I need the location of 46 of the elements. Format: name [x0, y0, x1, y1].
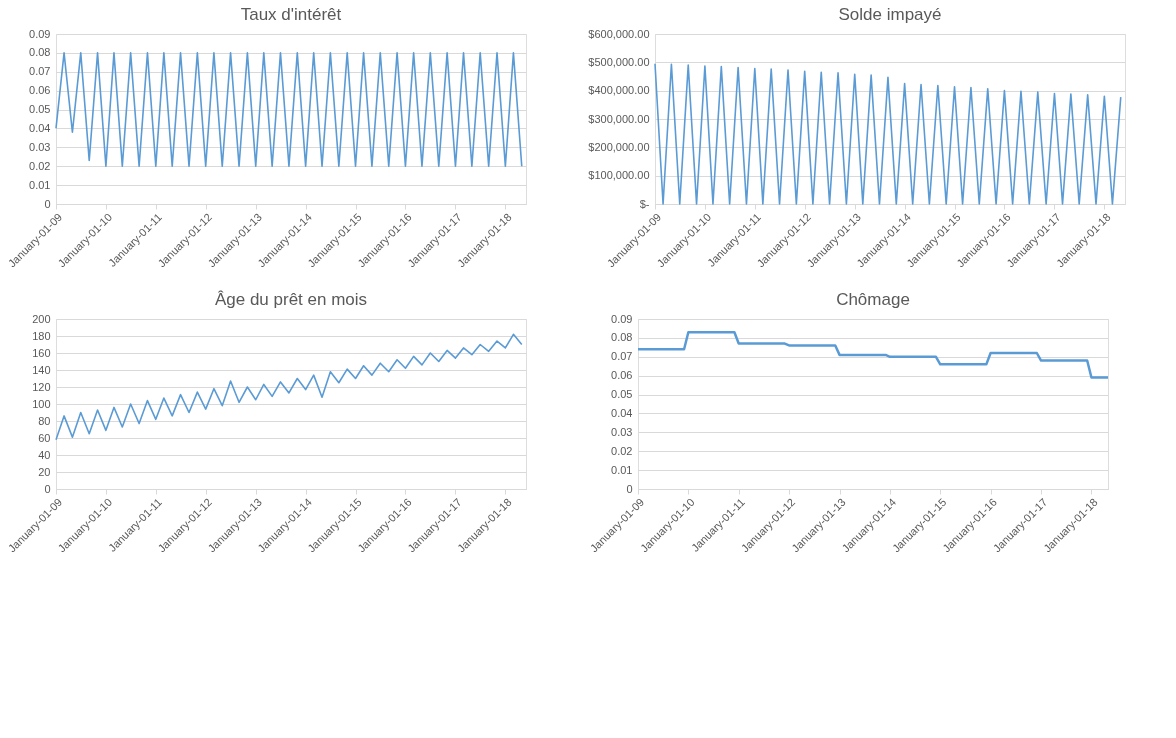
y-tick-label: 0.05	[29, 103, 51, 116]
y-tick-label: 140	[32, 363, 51, 376]
y-tick-label: 200	[32, 312, 51, 325]
y-tick-label: 0.04	[611, 406, 633, 419]
y-tick-label: 180	[32, 329, 51, 342]
y-tick-label: 0.09	[29, 27, 51, 40]
y-tick-label: 0.02	[29, 159, 51, 172]
y-tick-label: 60	[38, 431, 51, 444]
y-tick-label: $400,000.00	[588, 84, 650, 97]
y-tick-label: 0.05	[611, 388, 633, 401]
y-tick-label: 120	[32, 380, 51, 393]
line-series	[55, 52, 523, 168]
y-tick-label: $100,000.00	[588, 169, 650, 182]
line-series	[636, 330, 1110, 379]
y-tick-label: 0	[44, 197, 51, 210]
y-tick-label: 20	[38, 465, 51, 478]
y-tick-label: 0.07	[611, 350, 633, 363]
y-tick-label: 0	[44, 482, 51, 495]
chart-title: Solde impayé	[838, 5, 942, 24]
y-tick-label: 80	[38, 414, 51, 427]
y-tick-label: 0.03	[29, 140, 51, 153]
y-tick-label: $600,000.00	[588, 27, 650, 40]
y-tick-label: 0.02	[611, 444, 633, 457]
y-tick-label: 0.04	[29, 121, 51, 134]
chart-title: Âge du prêt en mois	[214, 290, 368, 309]
y-tick-label: 0.08	[611, 331, 633, 344]
y-tick-label: 0.01	[29, 178, 51, 191]
y-tick-label: 0.06	[611, 369, 633, 382]
y-tick-label: 100	[32, 397, 51, 410]
y-tick-label: 0.01	[611, 463, 633, 476]
y-tick-label: $500,000.00	[588, 55, 650, 68]
line-series	[55, 333, 523, 441]
y-tick-label: 0.03	[611, 425, 633, 438]
y-tick-label: 0.09	[611, 312, 633, 325]
line-series	[654, 62, 1122, 205]
y-tick-label: 40	[38, 448, 51, 461]
y-tick-label: $-	[639, 197, 650, 210]
chart-title: Chômage	[836, 290, 910, 309]
y-tick-label: $200,000.00	[588, 140, 650, 153]
y-tick-label: 0.07	[29, 65, 51, 78]
y-tick-label: 0.08	[29, 46, 51, 59]
y-tick-label: $300,000.00	[588, 112, 650, 125]
chart-title: Taux d'intérêt	[240, 5, 342, 24]
y-tick-label: 160	[32, 346, 51, 359]
y-tick-label: 0	[626, 482, 633, 495]
y-tick-label: 0.06	[29, 84, 51, 97]
